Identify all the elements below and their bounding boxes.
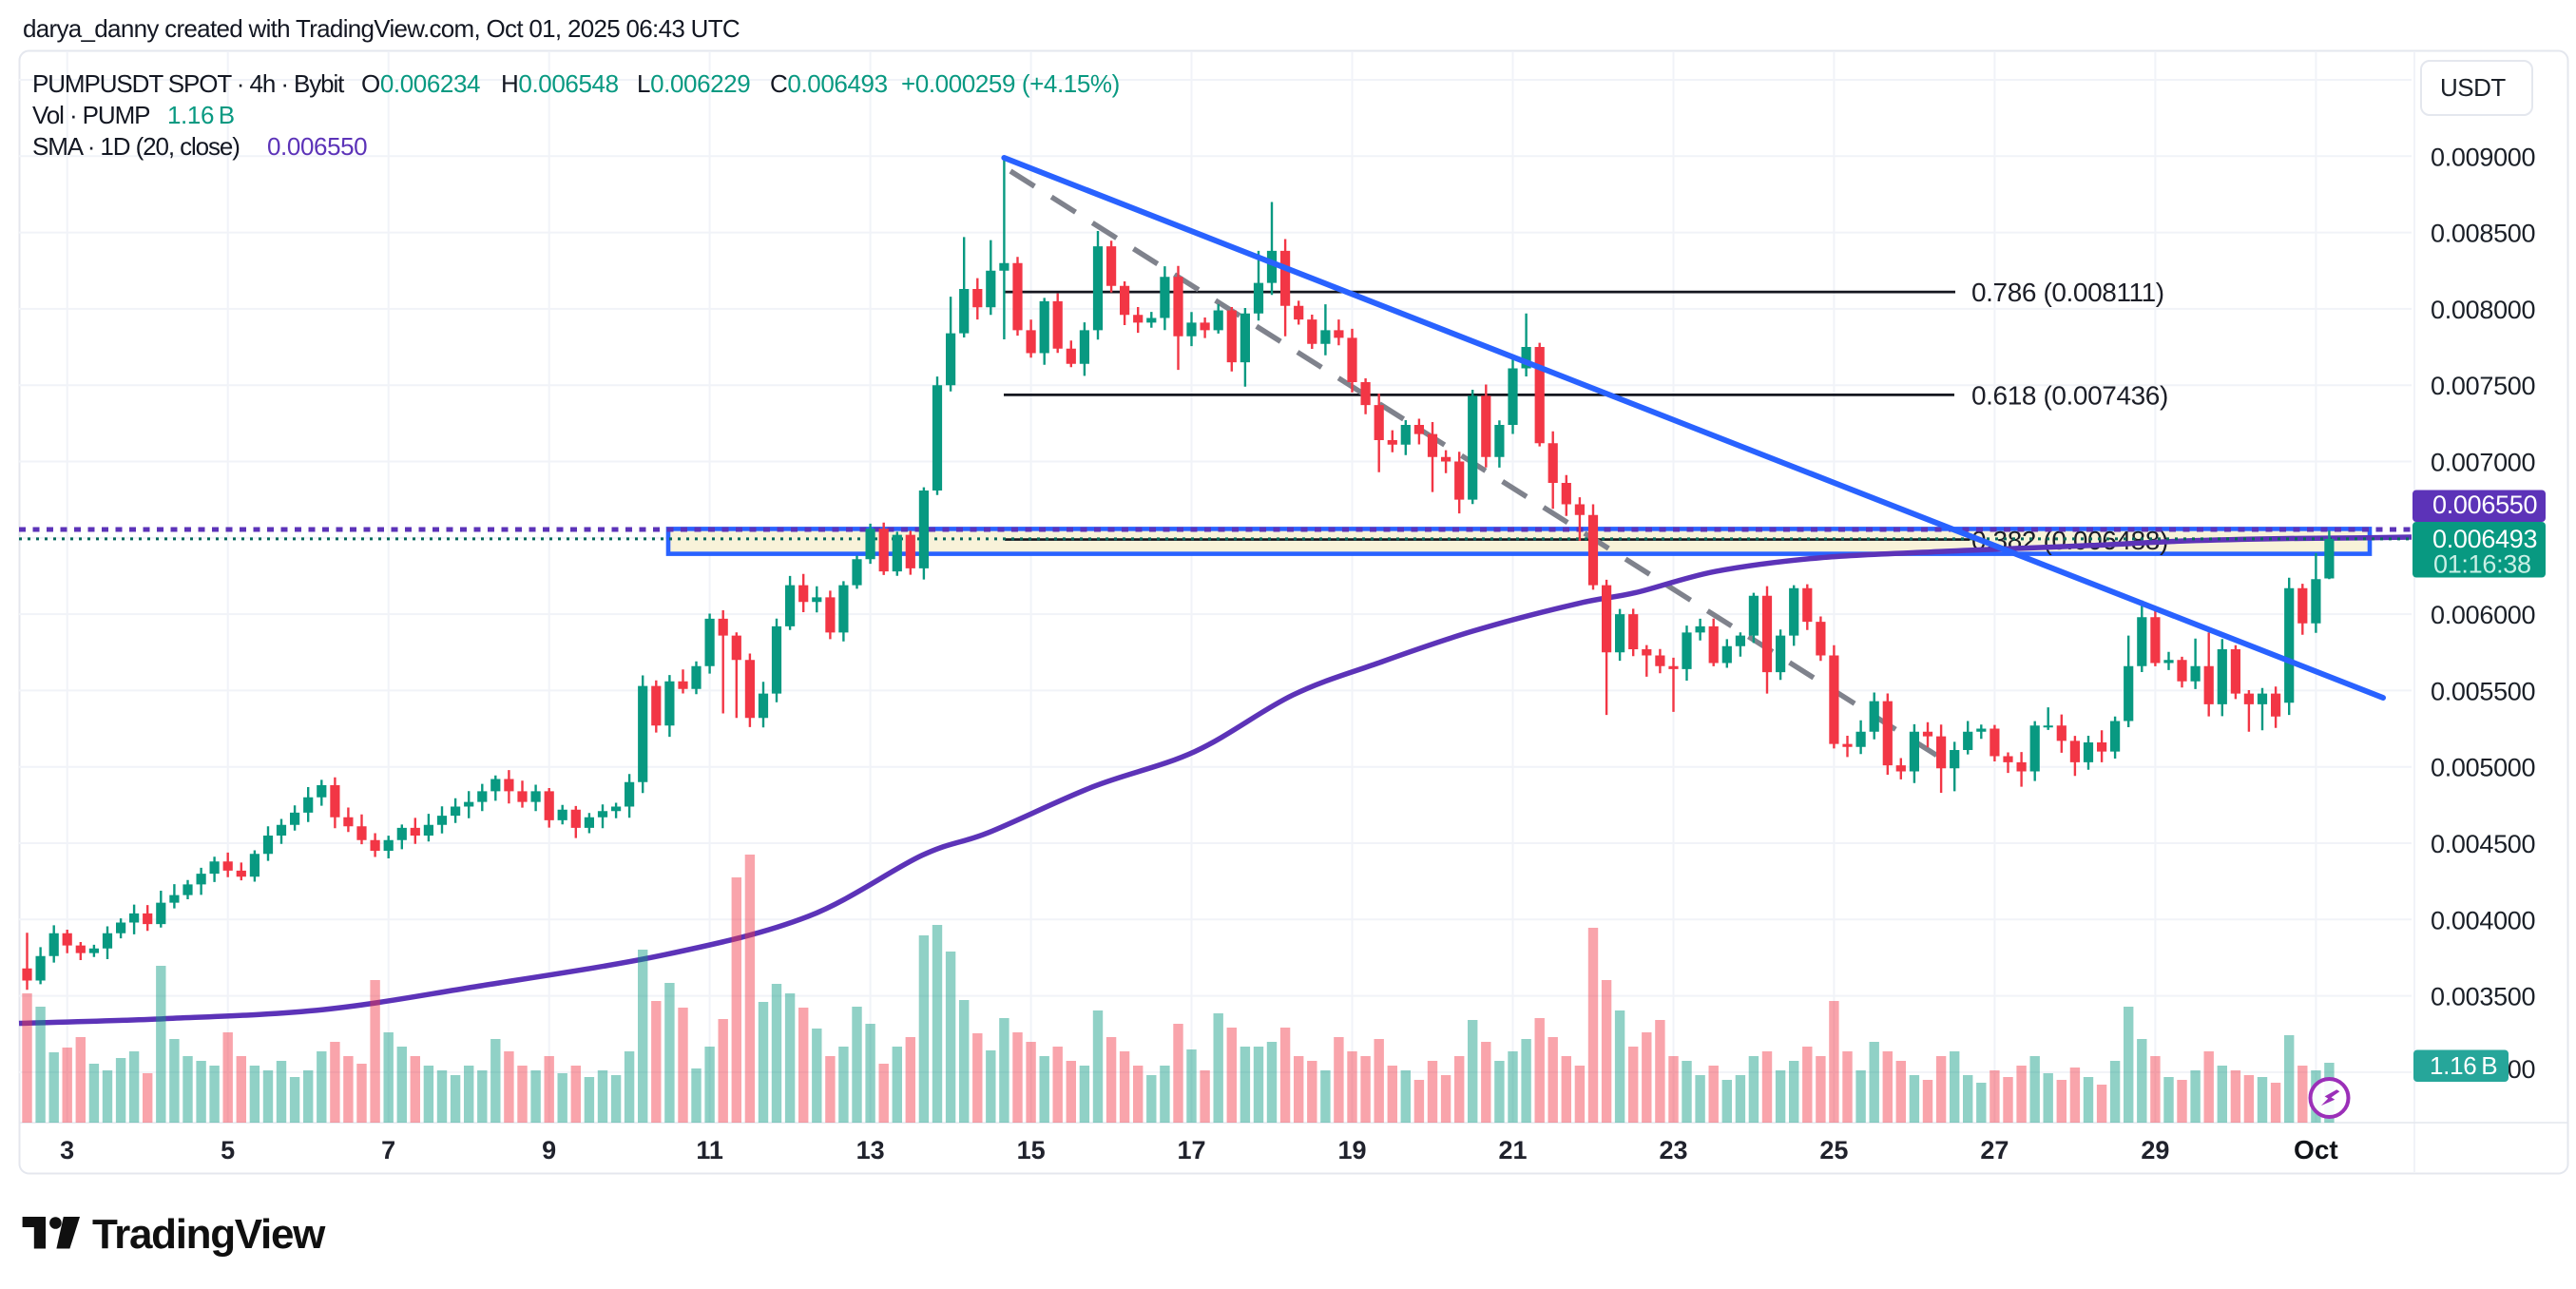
svg-text:01:16:38: 01:16:38 [2433,550,2531,579]
svg-text:19: 19 [1337,1136,1366,1164]
svg-text:0.005500: 0.005500 [2431,677,2535,705]
svg-text:11: 11 [696,1136,723,1164]
svg-text:0.004500: 0.004500 [2431,830,2535,858]
svg-text:0.003500: 0.003500 [2431,983,2535,1011]
svg-text:PUMPUSDT SPOT · 4h · Bybit: PUMPUSDT SPOT · 4h · Bybit [32,69,345,98]
svg-text:25: 25 [1819,1136,1848,1164]
svg-text:0.009000: 0.009000 [2431,143,2535,171]
svg-text:7: 7 [381,1136,395,1164]
svg-text:0.006550: 0.006550 [267,132,367,161]
svg-text:L0.006229: L0.006229 [637,69,750,98]
svg-text:5: 5 [221,1136,235,1164]
svg-text:0.008500: 0.008500 [2431,220,2535,248]
svg-text:0.786 (0.008111): 0.786 (0.008111) [1971,278,2164,307]
svg-text:darya_danny created with Tradi: darya_danny created with TradingView.com… [23,14,740,43]
svg-text:3: 3 [60,1136,74,1164]
svg-text:0.008000: 0.008000 [2431,296,2535,324]
svg-text:+0.000259 (+4.15%): +0.000259 (+4.15%) [901,69,1120,98]
svg-text:17: 17 [1177,1136,1205,1164]
svg-text:0.007500: 0.007500 [2431,372,2535,400]
svg-text:0.006550: 0.006550 [2432,491,2537,519]
svg-text:SMA · 1D (20, close): SMA · 1D (20, close) [32,132,240,161]
svg-text:0.005000: 0.005000 [2431,754,2535,782]
svg-text:0.006000: 0.006000 [2431,601,2535,629]
svg-text:Oct: Oct [2294,1135,2338,1164]
svg-text:15: 15 [1017,1136,1046,1164]
svg-text:C0.006493: C0.006493 [770,69,888,98]
svg-text:O0.006234: O0.006234 [361,69,480,98]
svg-text:Vol · PUMP: Vol · PUMP [32,101,149,129]
svg-text:1.16 B: 1.16 B [2430,1051,2497,1080]
svg-text:TradingView: TradingView [92,1211,326,1258]
svg-text:23: 23 [1659,1136,1687,1164]
svg-text:H0.006548: H0.006548 [501,69,619,98]
svg-text:0.006493: 0.006493 [2432,525,2537,553]
svg-text:0.004000: 0.004000 [2431,906,2535,934]
svg-text:USDT: USDT [2440,73,2506,102]
svg-text:21: 21 [1498,1136,1527,1164]
svg-text:0.618 (0.007436): 0.618 (0.007436) [1971,381,2168,411]
svg-text:1.16 B: 1.16 B [167,101,235,129]
svg-text:0.007000: 0.007000 [2431,449,2535,477]
svg-text:13: 13 [856,1136,885,1164]
svg-text:9: 9 [542,1136,556,1164]
svg-text:29: 29 [2141,1136,2169,1164]
svg-text:27: 27 [1980,1136,2009,1164]
